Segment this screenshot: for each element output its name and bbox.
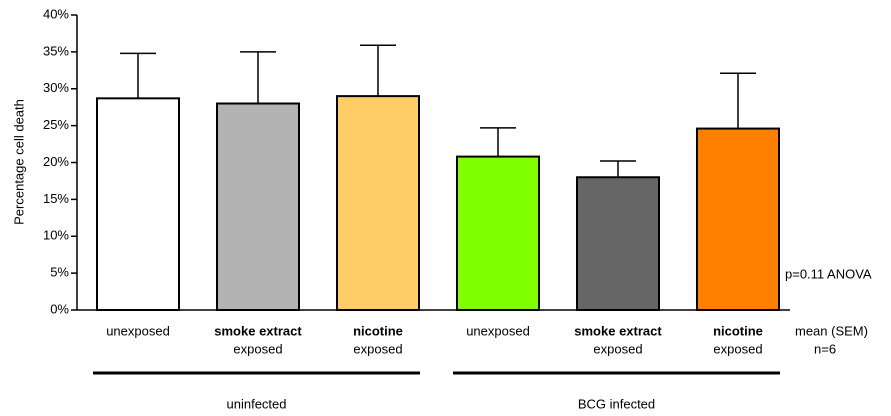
y-tick-label: 35% bbox=[43, 43, 69, 58]
bar bbox=[696, 127, 780, 311]
y-tick-label: 15% bbox=[43, 191, 69, 206]
bar bbox=[336, 95, 420, 311]
y-tick-label: 30% bbox=[43, 80, 69, 95]
y-tick-label: 0% bbox=[50, 301, 69, 316]
x-tick-label: exposed bbox=[233, 341, 282, 356]
x-tick-label: smoke extract bbox=[574, 323, 662, 338]
x-tick-label: nicotine bbox=[353, 323, 403, 338]
x-tick-label: exposed bbox=[713, 341, 762, 356]
y-tick-label: 5% bbox=[50, 265, 69, 280]
x-tick-label: exposed bbox=[353, 341, 402, 356]
annotation: n=6 bbox=[814, 341, 836, 356]
y-tick-label: 25% bbox=[43, 117, 69, 132]
x-tick-label: unexposed bbox=[106, 323, 170, 338]
bar bbox=[216, 102, 300, 311]
annotation: mean (SEM) bbox=[795, 323, 868, 338]
bar bbox=[576, 176, 660, 311]
y-axis-label: Percentage cell death bbox=[11, 99, 26, 225]
x-tick-label: nicotine bbox=[713, 323, 763, 338]
x-tick-label: exposed bbox=[593, 341, 642, 356]
x-tick-label: unexposed bbox=[466, 323, 530, 338]
y-tick-label: 10% bbox=[43, 228, 69, 243]
x-tick-label: smoke extract bbox=[214, 323, 302, 338]
annotation: p=0.11 ANOVA bbox=[785, 266, 872, 281]
group-label: BCG infected bbox=[578, 396, 655, 411]
y-tick-label: 40% bbox=[43, 6, 69, 21]
group-label: uninfected bbox=[227, 396, 287, 411]
bar bbox=[456, 155, 540, 311]
y-tick-label: 20% bbox=[43, 154, 69, 169]
bar bbox=[96, 97, 180, 312]
